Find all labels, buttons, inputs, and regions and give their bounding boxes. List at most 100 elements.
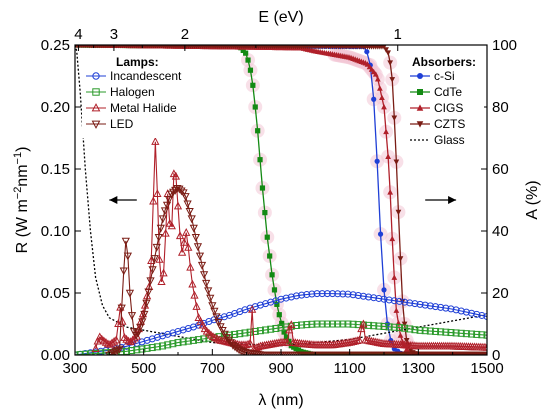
lamp-point	[162, 201, 172, 210]
x-tick-label: 700	[200, 360, 225, 377]
lamp-point	[298, 291, 306, 299]
absorber-point	[393, 307, 400, 313]
x-tick-label: 1500	[470, 360, 503, 377]
lamp-point	[272, 324, 280, 332]
lamp-point	[292, 292, 300, 300]
legend-marker	[417, 73, 423, 79]
lamp-point	[179, 189, 188, 198]
lamp-point	[148, 335, 156, 343]
legend-label: c-Si	[434, 69, 455, 83]
absorbers-legend-background	[406, 52, 484, 156]
lamp-point	[267, 298, 275, 306]
lamp-point	[200, 335, 208, 343]
lamp-point	[220, 313, 228, 321]
y-right-tick-label: 60	[492, 161, 509, 178]
y-right-axis-title: A (%)	[524, 180, 541, 219]
lamp-point	[478, 331, 486, 339]
absorber-point	[279, 320, 285, 326]
lamp-point	[113, 346, 122, 355]
lamp-point	[133, 346, 141, 354]
lamp-point	[198, 320, 207, 329]
y-left-axis-title: R (W m−2nm−1)	[12, 147, 31, 254]
absorber-point	[381, 287, 387, 293]
lamp-point	[483, 313, 487, 321]
legend-marker	[92, 88, 100, 96]
legend-label: Metal Halide	[110, 101, 177, 115]
lamp-point	[482, 351, 487, 355]
legend-label: CdTe	[434, 85, 462, 99]
lamp-point	[426, 327, 434, 335]
lamp-point	[125, 289, 135, 298]
lamp-point	[195, 336, 203, 344]
y-right-tick-label: 40	[492, 223, 509, 240]
lamp-point	[442, 304, 450, 312]
arrow-head	[448, 196, 457, 204]
lamp-point	[177, 247, 187, 256]
absorber-point	[374, 158, 380, 164]
y-left-tick-label: 0.15	[41, 161, 70, 178]
lamp-point	[189, 336, 197, 344]
lamp-point	[121, 237, 130, 246]
lamp-point	[222, 334, 231, 342]
lamp-point	[128, 335, 137, 344]
lamp-point	[339, 320, 347, 328]
absorber-point	[240, 47, 246, 54]
lamp-point	[149, 196, 158, 205]
lamp-point	[169, 340, 177, 348]
lamp-point	[426, 302, 434, 310]
lamp-point	[81, 350, 89, 355]
lamp-point	[138, 318, 147, 327]
lamp-point	[359, 292, 367, 300]
y-left-tick-label: 0.00	[41, 347, 70, 364]
lamp-point	[385, 296, 393, 304]
lamp-point	[185, 207, 194, 216]
lamp-point	[272, 297, 280, 305]
y-left-title-part: R (W m	[14, 199, 31, 253]
lamp-point	[462, 330, 470, 338]
lamp-point	[151, 137, 160, 145]
lamp-point	[190, 290, 199, 299]
lamp-point	[126, 337, 135, 346]
absorber-point	[250, 82, 256, 88]
lamp-point	[184, 324, 192, 332]
lamp-point	[153, 333, 161, 341]
absorber-point	[401, 321, 408, 328]
lamp-point	[344, 320, 352, 328]
lamp-point	[164, 341, 172, 349]
lamp-point	[365, 293, 373, 301]
lamp-point	[390, 323, 398, 331]
absorber-point	[372, 71, 379, 77]
lamp-point	[204, 287, 213, 296]
lamp-point	[416, 300, 424, 308]
lamp-point	[395, 297, 403, 305]
lamp-point	[349, 320, 357, 328]
lamp-point	[277, 295, 285, 303]
x-tick-label: 500	[131, 360, 156, 377]
lamp-point	[406, 325, 414, 333]
lamp-point	[148, 266, 157, 275]
absorber-point	[259, 185, 266, 191]
lamp-point	[282, 294, 290, 302]
lamp-point	[329, 320, 336, 328]
lamp-point	[115, 345, 124, 354]
lamp-point	[478, 311, 486, 319]
legend-marker	[416, 104, 424, 111]
lamps-legend-entry: Halogen	[86, 85, 155, 99]
lamps-legend-entry: LED	[86, 117, 134, 131]
absorber-point	[395, 209, 402, 216]
lamp-point	[248, 304, 257, 313]
y-right-tick-label: 80	[492, 99, 509, 116]
absorber-point	[243, 50, 249, 56]
lamps-legend-entry: Metal Halide	[86, 101, 177, 115]
lamp-point	[213, 334, 222, 343]
lamp-point	[210, 307, 219, 316]
lamp-point	[385, 323, 393, 331]
absorber-point	[379, 94, 385, 101]
lamp-point	[473, 310, 481, 318]
legend-marker	[416, 121, 424, 128]
y-left-title-part: nm	[14, 164, 31, 186]
lamp-point	[416, 326, 424, 334]
absorber-point	[374, 75, 381, 82]
lamp-point	[339, 290, 347, 298]
absorber-point	[371, 96, 377, 102]
